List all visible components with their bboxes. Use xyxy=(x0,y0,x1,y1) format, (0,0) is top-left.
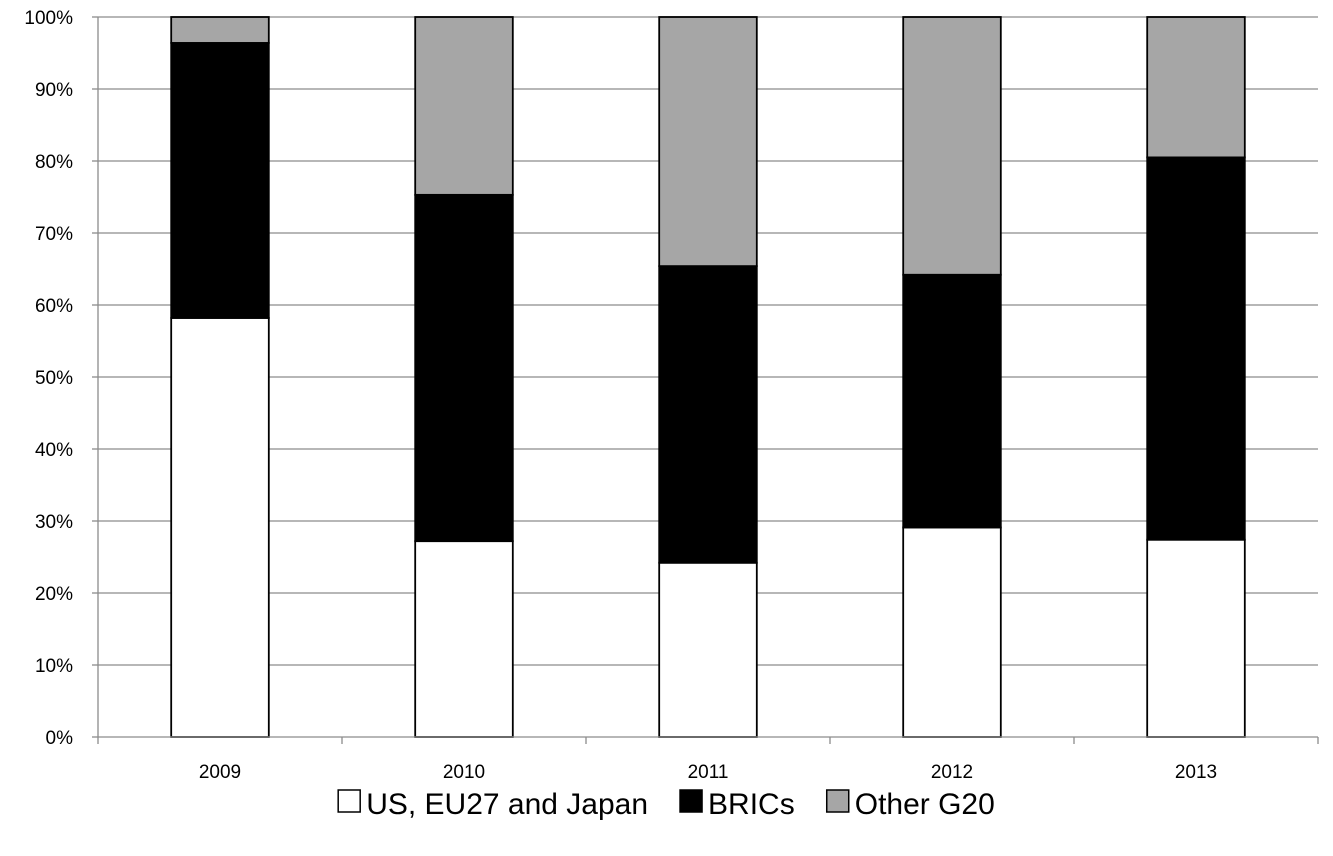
bar-segment xyxy=(902,16,1002,276)
bar-segment xyxy=(170,42,270,319)
legend-item: BRICs xyxy=(679,788,795,821)
y-tick-label: 0% xyxy=(46,728,74,749)
y-tick-label: 20% xyxy=(35,584,73,605)
legend-item: US, EU27 and Japan xyxy=(337,788,648,821)
bar-segment xyxy=(414,16,514,196)
y-tick-label: 50% xyxy=(35,368,73,389)
y-tick-label: 90% xyxy=(35,80,73,101)
y-tick-label: 100% xyxy=(24,8,73,29)
legend-swatch xyxy=(825,789,850,813)
bar-segment xyxy=(902,273,1002,529)
y-tick-label: 60% xyxy=(35,296,73,317)
legend-label: US, EU27 and Japan xyxy=(366,788,648,821)
legend-swatch xyxy=(337,789,361,813)
y-tick-label: 40% xyxy=(35,440,73,461)
bar-segment xyxy=(1146,156,1246,541)
bar-segment xyxy=(902,526,1002,738)
y-tick-label: 80% xyxy=(35,152,73,173)
legend-label: BRICs xyxy=(708,788,795,821)
bars xyxy=(170,16,1246,738)
x-tick-label: 2012 xyxy=(931,762,973,783)
bar-segment xyxy=(414,540,514,738)
legend: US, EU27 and Japan BRICs Other G20 xyxy=(337,788,995,821)
x-tick-label: 2013 xyxy=(1175,762,1217,783)
bar-segment xyxy=(658,561,758,738)
bar-segment xyxy=(1146,16,1246,159)
bar-segment xyxy=(658,16,758,268)
legend-label: Other G20 xyxy=(855,788,995,821)
bar-segment xyxy=(170,16,270,44)
bar-segment xyxy=(170,317,270,738)
axes: 0% 10% 20% 30% 40% 50% 60% 70% 80% 90% 100% 2009 201… xyxy=(24,8,1319,783)
legend-swatch xyxy=(679,789,703,813)
x-tick-label: 2009 xyxy=(199,762,241,783)
y-tick-label: 70% xyxy=(35,224,73,245)
bar-segment xyxy=(1146,538,1246,738)
y-tick-label: 10% xyxy=(35,656,73,677)
y-tick-label: 30% xyxy=(35,512,73,533)
bar-segment xyxy=(414,193,514,543)
x-tick-label: 2010 xyxy=(443,762,485,783)
bar-segment xyxy=(658,265,758,564)
legend-item: Other G20 xyxy=(825,788,995,821)
x-tick-label: 2011 xyxy=(688,762,729,783)
